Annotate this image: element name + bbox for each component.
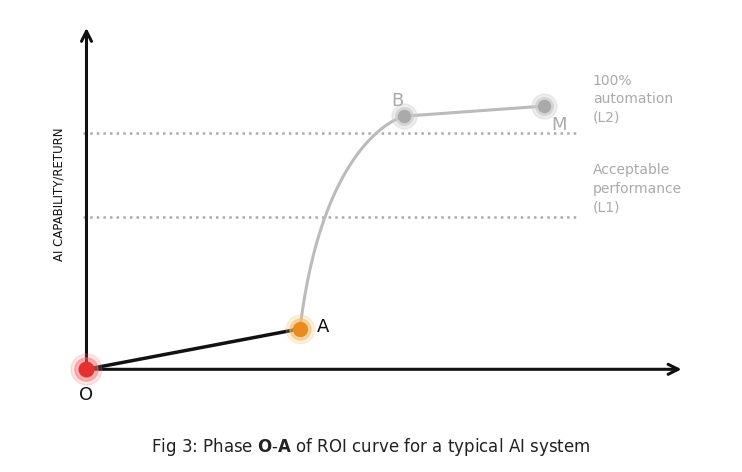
Point [398,112,410,120]
Point [398,112,410,120]
Point [81,365,93,373]
Point [398,112,410,120]
Point [538,102,550,110]
Text: O: O [79,386,93,404]
Text: M: M [551,116,567,134]
Point [81,365,93,373]
Text: 100%
automation
(L2): 100% automation (L2) [593,74,673,125]
Text: Fig 3: Phase $\bf{O}$-$\bf{A}$ of ROI curve for a typical AI system: Fig 3: Phase $\bf{O}$-$\bf{A}$ of ROI cu… [151,436,591,458]
Point [538,102,550,110]
Point [538,102,550,110]
Point [294,325,306,333]
Text: Acceptable
performance
(L1): Acceptable performance (L1) [593,163,682,214]
Text: A: A [317,318,329,336]
Point [294,325,306,333]
Point [294,325,306,333]
Text: AI CAPABILITY/RETURN: AI CAPABILITY/RETURN [53,127,65,261]
Point [81,365,93,373]
Text: B: B [392,92,404,110]
